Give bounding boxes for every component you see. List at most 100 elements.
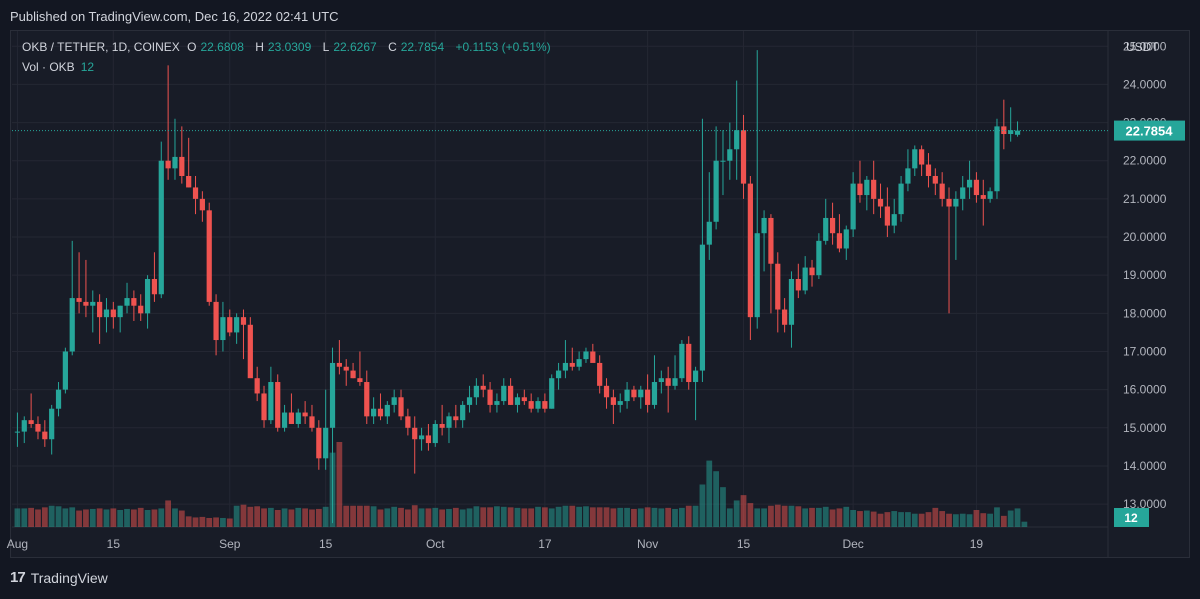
volume-bar <box>192 517 199 527</box>
candle-body <box>288 412 295 424</box>
volume-bar <box>781 505 788 527</box>
volume-bar <box>28 507 35 527</box>
candle-body <box>220 317 226 341</box>
candle-body <box>966 179 973 188</box>
volume-bar <box>178 510 185 527</box>
candle-body <box>912 149 918 169</box>
candle-body <box>213 301 219 341</box>
volume-bar <box>172 508 178 527</box>
time-tick-label: Dec <box>842 537 863 551</box>
candle-body <box>946 198 952 207</box>
time-tick-label: Aug <box>7 537 28 551</box>
high-value: 23.0309 <box>267 40 312 54</box>
volume-bar <box>309 509 315 527</box>
brand-name: TradingView <box>30 569 108 586</box>
candle-body <box>877 198 884 207</box>
candle-body <box>987 191 993 199</box>
candle-body <box>69 298 75 352</box>
volume-bar <box>596 507 603 527</box>
volume-bar <box>918 513 925 527</box>
volume-label[interactable]: Vol · OKB <box>22 60 75 74</box>
price-tick-label: 20.0000 <box>1123 230 1167 244</box>
volume-bar <box>418 508 425 527</box>
volume-bar <box>994 507 1000 527</box>
volume-value: 12 <box>80 60 95 74</box>
volume-bar <box>802 508 809 527</box>
candle-body <box>473 385 479 398</box>
candle-body <box>672 378 678 386</box>
volume-bar <box>110 508 117 527</box>
candle-body <box>871 179 877 199</box>
volume-bar <box>768 505 774 527</box>
volume-bar <box>185 516 192 527</box>
price-axis: 13.0000 14.0000 15.0000 16.0000 17.0000 18.00… <box>1123 39 1167 511</box>
candle-body <box>884 206 890 226</box>
candle-body <box>336 362 342 367</box>
volume-bar <box>404 509 411 527</box>
volume-bar <box>315 508 322 527</box>
candle-body <box>631 389 637 398</box>
candle-body <box>192 187 199 199</box>
volume-bar <box>466 508 473 527</box>
volume-bar <box>939 511 946 527</box>
candle-body <box>1001 126 1007 135</box>
candle-body <box>138 305 144 314</box>
candle-body <box>97 301 103 318</box>
candle-body <box>699 244 706 371</box>
volume-bar <box>295 507 302 527</box>
volume-bar <box>411 505 418 527</box>
volume-bar <box>41 507 48 527</box>
candle-body <box>624 389 630 402</box>
candle-body <box>891 214 897 226</box>
candle-body <box>391 397 397 405</box>
candle-body <box>720 160 726 162</box>
candle-body <box>768 217 774 264</box>
volume-bar <box>124 508 130 527</box>
volume-bar <box>432 507 439 527</box>
volume-bar <box>815 507 822 527</box>
price-tick-label: 15.0000 <box>1123 421 1167 435</box>
volume-bar <box>521 508 528 527</box>
volume-bar <box>452 507 459 527</box>
volume-bar <box>1014 508 1021 527</box>
volume-bar <box>733 500 740 527</box>
candle-body <box>713 160 719 222</box>
candle-body <box>316 427 322 459</box>
candle-body <box>706 221 712 245</box>
candle-body <box>295 412 301 424</box>
candle-body <box>857 183 863 196</box>
candle-body <box>199 198 205 211</box>
volume-bar <box>267 507 274 527</box>
candle-body <box>603 385 610 398</box>
candle-body <box>973 179 980 196</box>
volume-bar <box>726 508 733 527</box>
candle-body <box>55 389 62 409</box>
candle-body <box>83 301 89 306</box>
candle-body <box>42 431 48 440</box>
time-tick-label: 15 <box>737 537 751 551</box>
volume-bar <box>514 507 521 527</box>
volume-bar <box>589 507 596 527</box>
volume-bar <box>377 509 384 527</box>
tradingview-brand[interactable]: 17 TradingView <box>10 569 108 586</box>
volume-bar <box>678 507 685 527</box>
candle-body <box>508 385 514 405</box>
volume-bar <box>555 506 562 527</box>
candle-body <box>658 378 664 383</box>
candle-body <box>14 431 21 433</box>
candle-body <box>850 183 856 230</box>
candle-body <box>823 217 829 241</box>
volume-bar <box>233 505 240 527</box>
volume-bar <box>836 508 843 527</box>
candle-body <box>131 298 137 306</box>
candle-body <box>28 420 34 424</box>
volume-bar <box>747 503 754 527</box>
volume-bar <box>1021 521 1028 527</box>
candle-body <box>645 389 651 405</box>
volume-bar <box>562 505 569 527</box>
volume-bar <box>350 505 356 527</box>
candle-body <box>836 233 843 249</box>
volume-bar <box>384 508 391 527</box>
symbol-label[interactable]: OKB / TETHER, 1D, COINEX <box>22 40 180 54</box>
